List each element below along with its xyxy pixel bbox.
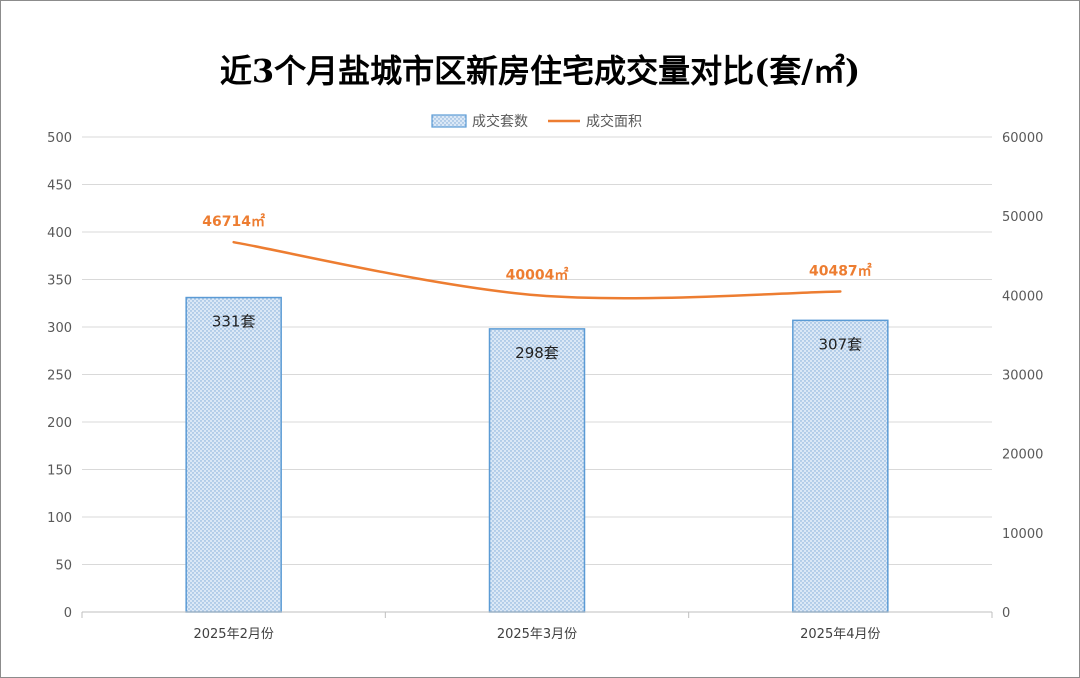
y-left-tick-label: 0 bbox=[64, 606, 72, 621]
y-left-tick-label: 400 bbox=[47, 226, 72, 241]
y-right-tick-label: 50000 bbox=[1002, 210, 1043, 225]
y-left-tick-label: 350 bbox=[47, 274, 72, 289]
bar bbox=[488, 328, 586, 613]
y-left-tick-label: 100 bbox=[47, 511, 72, 526]
legend-label-line: 成交面积 bbox=[586, 113, 642, 130]
line-data-label: 40487㎡ bbox=[809, 262, 872, 279]
line-data-label: 40004㎡ bbox=[506, 266, 569, 283]
y-right-tick-label: 30000 bbox=[1002, 369, 1043, 384]
line-series bbox=[232, 240, 842, 300]
line-data-label: 46714㎡ bbox=[202, 213, 265, 230]
y-right-tick-label: 60000 bbox=[1002, 131, 1043, 146]
bar-data-label: 331套 bbox=[212, 313, 256, 331]
y-left-tick-label: 450 bbox=[47, 179, 72, 194]
bar bbox=[185, 296, 282, 613]
legend-label-bars: 成交套数 bbox=[472, 113, 528, 130]
y-left-tick-label: 200 bbox=[47, 416, 72, 431]
bar-series bbox=[185, 296, 889, 613]
data-labels: 331套 298套 307套 46714㎡ 40004㎡ 40487㎡ bbox=[202, 213, 871, 362]
legend: 成交套数 成交面积 bbox=[431, 113, 642, 130]
y-left-tick-label: 500 bbox=[47, 131, 72, 146]
y-left-tick-label: 250 bbox=[47, 369, 72, 384]
bar bbox=[792, 319, 889, 613]
x-tick-label: 2025年2月份 bbox=[193, 627, 273, 642]
axes: 0 50 100 150 200 250 300 350 400 450 500 0 10000 2000… bbox=[47, 131, 1043, 642]
x-tick-label: 2025年3月份 bbox=[497, 627, 577, 642]
bar-data-label: 298套 bbox=[515, 344, 559, 362]
y-left-tick-label: 300 bbox=[47, 321, 72, 336]
y-left-tick-label: 50 bbox=[55, 559, 72, 574]
legend-swatch-bars bbox=[431, 114, 467, 128]
y-right-tick-label: 10000 bbox=[1002, 527, 1043, 542]
bar-data-label: 307套 bbox=[819, 335, 863, 353]
y-left-tick-label: 150 bbox=[47, 464, 72, 479]
chart-title: 近3个月盐城市区新房住宅成交量对比(套/㎡) bbox=[219, 52, 861, 90]
y-right-tick-label: 0 bbox=[1002, 606, 1010, 621]
y-right-tick-label: 40000 bbox=[1002, 289, 1043, 304]
y-right-tick-label: 20000 bbox=[1002, 448, 1043, 463]
x-tick-label: 2025年4月份 bbox=[800, 627, 880, 642]
